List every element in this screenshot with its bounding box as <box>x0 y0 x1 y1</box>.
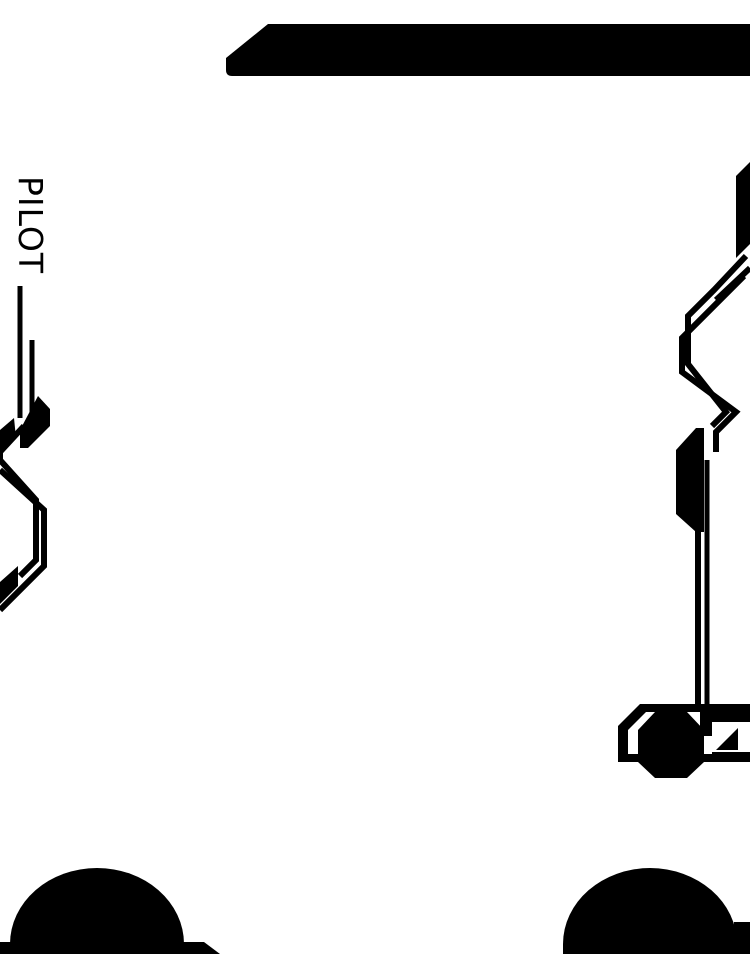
bottom-right-dome <box>563 868 750 954</box>
left-bracket <box>0 286 50 613</box>
top-header-bar <box>226 24 750 76</box>
pilot-badge <box>618 704 750 778</box>
right-bracket <box>676 162 750 708</box>
octagon-icon <box>638 712 704 778</box>
pilot-label: PILOT <box>11 176 50 274</box>
triangle-icon <box>716 728 738 750</box>
bottom-left-dome <box>0 868 220 954</box>
